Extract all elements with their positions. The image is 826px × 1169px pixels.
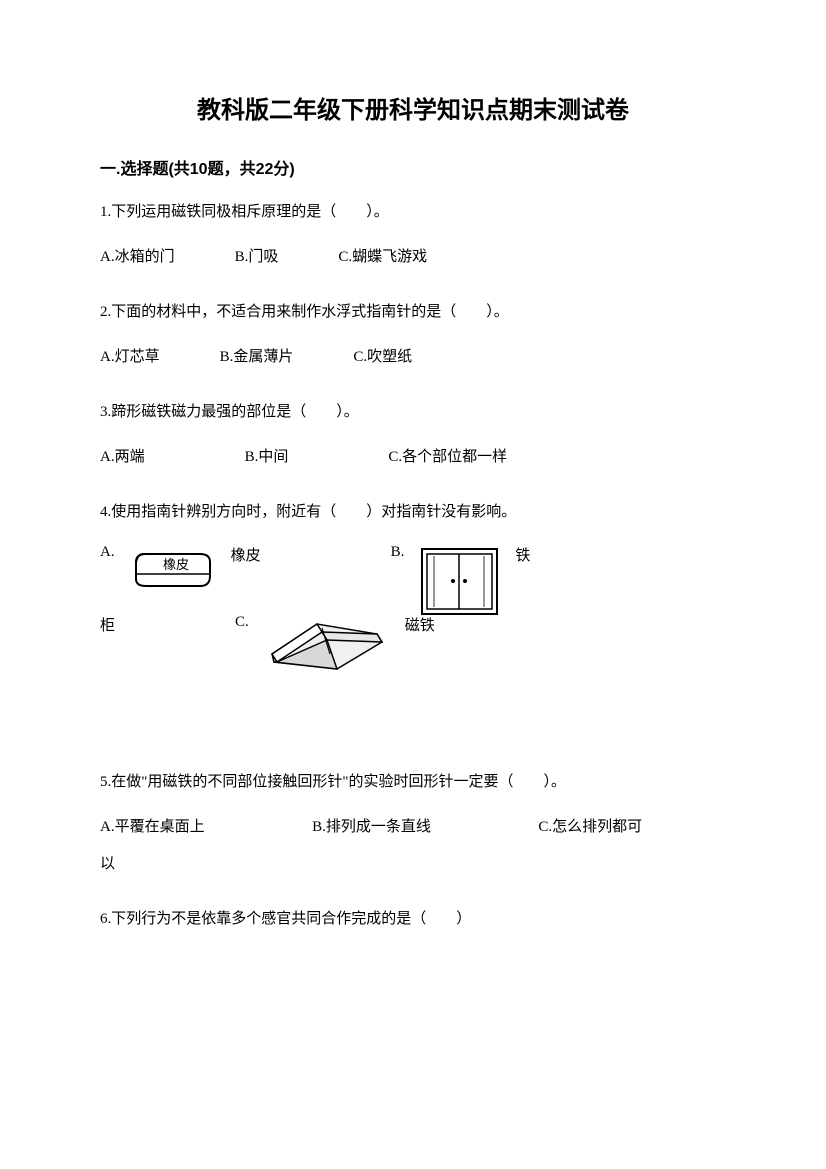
question-1-options: A.冰箱的门 B.门吸 C.蝴蝶飞游戏 [100, 244, 726, 271]
q1-option-c: C.蝴蝶飞游戏 [338, 244, 427, 271]
q4-text-a: 橡皮 [231, 544, 261, 565]
question-1: 1.下列运用磁铁同极相斥原理的是（ ）。 [100, 199, 726, 226]
question-4-options: A. 橡皮 橡皮 B. 铁 柜 C. [100, 544, 726, 679]
q3-option-b: B.中间 [245, 444, 289, 471]
question-3: 3.蹄形磁铁磁力最强的部位是（ ）。 [100, 399, 726, 426]
q3-option-c: C.各个部位都一样 [388, 444, 507, 471]
question-3-options: A.两端 B.中间 C.各个部位都一样 [100, 444, 726, 471]
question-2: 2.下面的材料中，不适合用来制作水浮式指南针的是（ ）。 [100, 299, 726, 326]
cabinet-icon [409, 544, 510, 619]
section-header: 一.选择题(共10题，共22分) [100, 155, 726, 179]
q4-label-a: A. [100, 544, 115, 561]
q5-option-c: C.怎么排列都可 [538, 819, 642, 835]
q3-option-a: A.两端 [100, 444, 145, 471]
q1-option-a: A.冰箱的门 [100, 244, 175, 271]
q5-option-c-wrap: 以 [100, 851, 726, 878]
q2-option-c: C.吹塑纸 [353, 344, 412, 371]
svg-text:橡皮: 橡皮 [163, 557, 189, 572]
q4-cabinet-text: 柜 [100, 614, 115, 635]
q4-text-c: 磁铁 [405, 614, 435, 635]
q2-option-a: A.灯芯草 [100, 344, 160, 371]
question-5: 5.在做"用磁铁的不同部位接触回形针"的实验时回形针一定要（ ）。 [100, 769, 726, 796]
question-4: 4.使用指南针辨别方向时，附近有（ ）对指南针没有影响。 [100, 499, 726, 526]
q4-label-c: C. [235, 614, 249, 631]
question-2-options: A.灯芯草 B.金属薄片 C.吹塑纸 [100, 344, 726, 371]
question-6: 6.下列行为不是依靠多个感官共同合作完成的是（ ） [100, 906, 726, 933]
q2-option-b: B.金属薄片 [220, 344, 294, 371]
q5-option-a: A.平覆在桌面上 [100, 819, 205, 835]
q1-option-b: B.门吸 [235, 244, 279, 271]
magnet-icon [254, 614, 400, 679]
q5-option-b: B.排列成一条直线 [312, 819, 431, 835]
eraser-icon: 橡皮 [128, 544, 218, 599]
question-5-options: A.平覆在桌面上 B.排列成一条直线 C.怎么排列都可 [100, 814, 726, 841]
q4-label-b: B. [391, 544, 405, 561]
page-title: 教科版二年级下册科学知识点期末测试卷 [100, 90, 726, 125]
q4-text-b: 铁 [515, 544, 530, 565]
